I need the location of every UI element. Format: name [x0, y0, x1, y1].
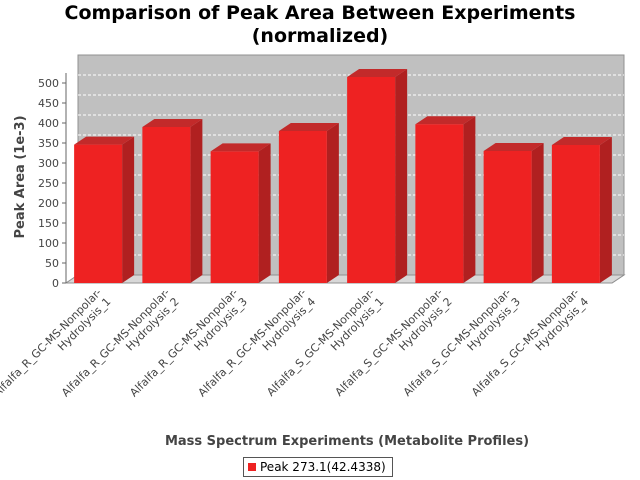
y-tick-label: 250 — [38, 177, 59, 190]
bar-side — [122, 136, 135, 283]
bar-top — [551, 137, 612, 145]
bar — [142, 127, 191, 283]
bar-top — [483, 143, 544, 151]
bar-side — [258, 143, 271, 283]
chart-title-line-2: (normalized) — [251, 25, 389, 47]
y-tick-label: 200 — [38, 197, 59, 210]
bar — [551, 145, 600, 283]
x-tick-label: Alfalfa_R_GC-MS-Nonpolar-Hydrolysis_1 — [0, 286, 113, 409]
y-tick-label: 300 — [38, 157, 59, 170]
chart-title-line-1: Comparison of Peak Area Between Experime… — [64, 2, 576, 24]
bar-top — [415, 116, 476, 125]
bar — [483, 151, 532, 283]
legend-swatch — [248, 463, 256, 471]
y-tick-label: 0 — [52, 277, 59, 290]
bar — [74, 144, 123, 283]
bar-side — [531, 143, 544, 283]
bar-side — [190, 119, 203, 283]
y-tick-label: 50 — [45, 257, 59, 270]
bar-top — [278, 123, 339, 131]
bar-side — [326, 123, 339, 283]
bar-side — [395, 69, 408, 283]
legend-label: Peak 273.1(42.4338) — [260, 460, 386, 474]
x-axis-label: Mass Spectrum Experiments (Metabolite Pr… — [165, 434, 529, 449]
bar-top — [142, 119, 203, 127]
bar-side — [599, 137, 612, 283]
y-tick-label: 350 — [38, 137, 59, 150]
y-tick-label: 150 — [38, 217, 59, 230]
y-tick-label: 500 — [38, 77, 59, 90]
bar — [278, 131, 327, 283]
bar — [415, 124, 464, 283]
chart-title: Comparison of Peak Area Between Experime… — [0, 2, 640, 48]
bar-top — [210, 143, 271, 152]
legend: Peak 273.1(42.4338) — [243, 457, 393, 477]
bar-side — [463, 116, 476, 283]
y-axis-label: Peak Area (1e-3) — [13, 115, 28, 238]
bar — [347, 77, 396, 283]
bar-top — [347, 69, 408, 77]
bar-top — [74, 136, 135, 145]
y-tick-label: 100 — [38, 237, 59, 250]
y-tick-label: 400 — [38, 117, 59, 130]
y-tick-label: 450 — [38, 97, 59, 110]
bar — [210, 151, 259, 283]
